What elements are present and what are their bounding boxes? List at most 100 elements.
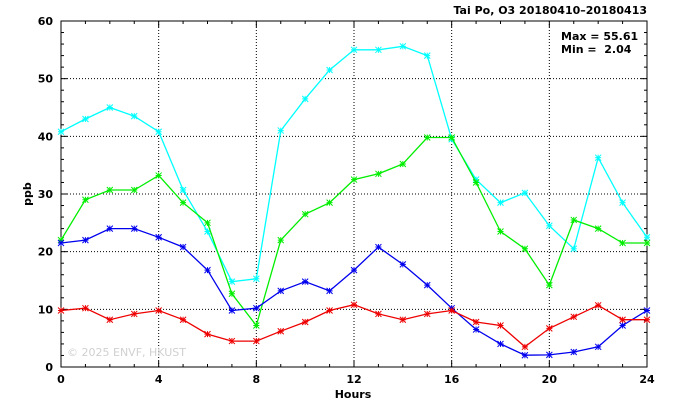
data-point [545,325,553,332]
data-point [545,351,553,359]
axis-ticks [60,20,648,368]
data-point [497,199,504,207]
data-point [619,239,626,247]
y-tick-labels: 0 10 20 30 40 50 60 [38,15,54,374]
data-point [497,340,504,348]
data-point [155,172,163,179]
data-point [423,281,431,289]
data-point [252,275,260,283]
data-point [130,112,138,120]
series-3 [57,225,651,359]
data-point [204,330,211,338]
data-point [106,186,114,194]
data-point [570,313,578,321]
data-point [326,307,333,314]
y-tick-label: 60 [38,15,54,28]
x-tick-label: 4 [155,373,163,386]
data-point [521,189,529,197]
data-point [57,128,65,136]
x-tick-label: 12 [346,373,361,386]
y-axis-title: ppb [21,182,34,206]
data-point [350,266,358,274]
data-point [179,199,187,207]
x-tick-label: 16 [444,373,460,386]
data-point [472,318,480,326]
data-point [252,322,260,329]
data-point [643,307,651,314]
watermark: © 2025 ENVF, HKUST [67,346,186,359]
data-point [301,318,309,326]
data-point [375,46,382,54]
data-point [521,351,529,359]
data-point [106,104,114,111]
data-point [301,210,309,218]
data-point [448,307,456,314]
y-tick-label: 30 [38,188,54,201]
data-point [155,307,163,314]
data-point [204,228,211,235]
data-point [228,307,236,314]
data-point [326,287,333,295]
data-point [155,233,163,241]
data-point [570,245,578,253]
min-annotation: Min = 2.04 [561,43,632,56]
data-point [643,316,651,324]
data-point [594,225,602,232]
max-annotation: Max = 55.61 [561,30,638,43]
data-point [399,160,407,168]
data-point [594,343,602,351]
data-point [130,186,138,194]
data-point [423,310,431,318]
data-point [521,245,529,253]
data-point [301,95,309,103]
data-point [204,266,211,274]
x-tick-labels: 0 4 8 12 16 20 24 [57,373,655,386]
data-point [277,287,285,295]
chart-title: Tai Po, O3 20180410–20180413 [453,4,647,17]
data-point [594,154,602,162]
data-point [179,243,187,251]
data-point [497,228,504,235]
data-point [375,170,382,178]
data-point [106,225,114,232]
data-series [57,42,651,359]
data-point [252,337,260,345]
data-point [130,225,138,232]
data-point [472,326,480,333]
data-point [545,281,553,289]
series-2 [57,134,651,329]
y-tick-label: 40 [38,130,54,143]
data-point [228,337,236,345]
data-point [399,260,407,268]
x-axis-title: Hours [335,388,372,401]
data-point [497,322,504,329]
x-tick-label: 0 [57,373,65,386]
y-tick-label: 0 [45,361,53,374]
data-point [399,316,407,324]
data-point [82,304,89,312]
data-point [619,199,626,207]
data-point [252,304,260,312]
data-point [82,115,89,123]
data-point [399,42,407,50]
x-tick-label: 8 [253,373,261,386]
data-point [521,343,529,351]
data-point [228,290,236,298]
data-point [350,301,358,309]
data-point [82,196,89,204]
data-point [448,134,456,141]
data-point [57,307,65,314]
data-point [594,301,602,309]
x-tick-label: 20 [542,373,558,386]
y-tick-label: 10 [38,303,54,316]
data-point [106,316,114,324]
data-point [204,219,211,227]
data-point [350,176,358,183]
data-point [130,310,138,318]
data-point [277,127,285,134]
data-point [179,316,187,324]
data-point [301,278,309,286]
data-point [375,310,382,318]
